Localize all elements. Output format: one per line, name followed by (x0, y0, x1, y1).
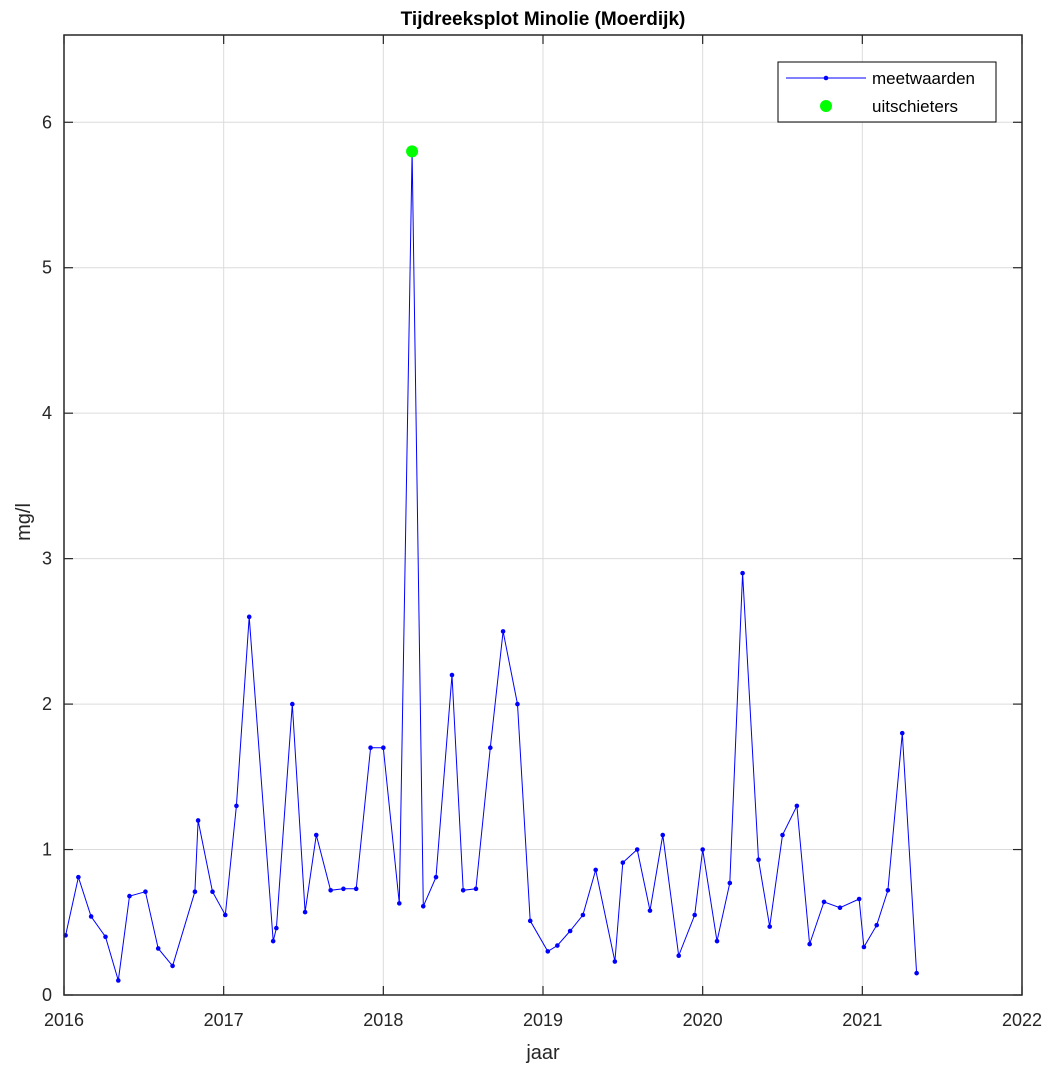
y-tick-label: 0 (42, 985, 52, 1005)
data-point (700, 847, 705, 852)
data-point (899, 730, 905, 736)
grid (64, 35, 1022, 995)
data-point (794, 803, 800, 809)
y-axis-label: mg/l (13, 503, 35, 541)
data-point (821, 899, 827, 905)
data-point (647, 908, 653, 913)
x-tick-label: 2020 (683, 1010, 723, 1030)
data-point (302, 909, 308, 915)
data-point (368, 745, 373, 751)
data-point (328, 887, 333, 893)
data-point (780, 832, 785, 838)
y-tick-label: 2 (42, 694, 52, 714)
data-point (756, 857, 761, 863)
data-point (837, 905, 843, 911)
x-tick-label: 2022 (1002, 1010, 1042, 1030)
data-point (488, 745, 493, 751)
data-point (555, 943, 560, 948)
data-point (861, 944, 867, 950)
y-tick-label: 5 (42, 258, 52, 278)
legend-box (777, 61, 997, 123)
data-point (692, 912, 697, 918)
x-tick-label: 2021 (842, 1010, 882, 1030)
data-point (580, 912, 586, 918)
data-point (473, 886, 479, 892)
data-point (740, 570, 745, 576)
data-point (612, 959, 618, 964)
data-point (593, 867, 598, 873)
data-point (195, 818, 201, 823)
tick-labels: 2016 2017 2018 2019 2020 2021 2022 0 1 2 3 4 5 6 (42, 112, 1042, 1030)
data-point (353, 886, 359, 892)
data-point (714, 938, 720, 944)
data-point (634, 847, 640, 852)
data-point (433, 874, 439, 880)
data-point (290, 701, 295, 707)
data-point (500, 629, 506, 634)
data-point (341, 886, 346, 892)
x-tick-label: 2019 (523, 1010, 563, 1030)
y-tick-label: 3 (42, 549, 52, 569)
legend: meetwaarden uitschieters (777, 61, 997, 123)
data-point (420, 903, 426, 909)
data-point (449, 672, 455, 678)
legend-line-dot (823, 75, 829, 81)
data-point (88, 914, 94, 919)
data-point (885, 887, 891, 893)
legend-outlier-marker (820, 100, 832, 112)
y-tick-label: 1 (42, 840, 52, 860)
x-tick-label: 2017 (204, 1010, 244, 1030)
data-point (381, 745, 386, 751)
data-point (234, 803, 239, 809)
x-axis-label: jaar (525, 1042, 560, 1064)
y-tick-label: 6 (42, 112, 52, 132)
data-point (192, 889, 198, 895)
data-point (127, 893, 132, 899)
data-point (270, 938, 276, 944)
data-point (397, 901, 402, 906)
data-point (727, 880, 733, 886)
data-point (76, 874, 81, 880)
y-tick-label: 4 (42, 403, 52, 423)
data-point (874, 922, 880, 928)
chart-title: Tijdreeksplot Minolie (Moerdijk) (401, 9, 686, 30)
data-point (103, 934, 108, 940)
data-point (527, 918, 533, 924)
axis-ticks (63, 35, 1023, 996)
data-point (567, 928, 573, 934)
data-point (914, 970, 919, 976)
x-tick-label: 2016 (44, 1010, 84, 1030)
data-point (676, 953, 682, 959)
data-point (222, 912, 228, 918)
data-point (545, 949, 551, 954)
data-point (170, 963, 175, 969)
data-point (155, 946, 161, 951)
outlier-point (406, 145, 419, 158)
data-point (856, 896, 862, 902)
legend-label-uitschieters: uitschieters (872, 97, 958, 116)
data-point (313, 832, 319, 838)
x-tick-label: 2018 (363, 1010, 403, 1030)
data-point (210, 889, 215, 895)
data-point (246, 614, 252, 620)
data-point (143, 889, 148, 895)
data-point (767, 924, 773, 929)
data-point (620, 860, 626, 865)
data-point (460, 887, 466, 893)
data-point (274, 925, 279, 931)
data-point (515, 701, 520, 707)
data-point (807, 941, 812, 947)
legend-label-meetwaarden: meetwaarden (872, 69, 975, 88)
data-point (115, 978, 121, 983)
data-point (660, 832, 666, 838)
